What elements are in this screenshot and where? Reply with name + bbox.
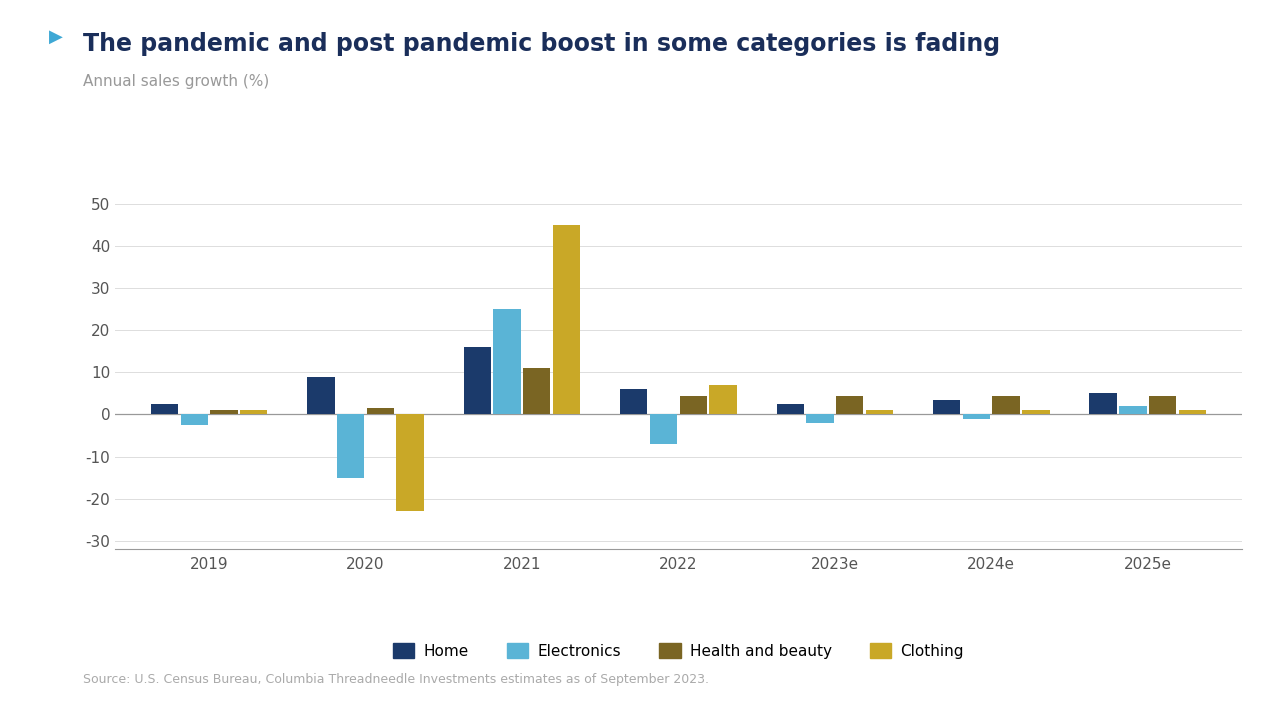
Bar bbox=[493, 309, 521, 415]
Text: ▶: ▶ bbox=[49, 28, 63, 46]
Bar bbox=[865, 410, 893, 415]
Bar bbox=[836, 396, 864, 415]
Bar bbox=[963, 415, 991, 419]
Bar bbox=[933, 400, 960, 415]
Text: The pandemic and post pandemic boost in some categories is fading: The pandemic and post pandemic boost in … bbox=[83, 32, 1001, 56]
Bar bbox=[553, 225, 580, 415]
Bar bbox=[210, 410, 238, 415]
Bar bbox=[397, 415, 424, 511]
Bar bbox=[650, 415, 677, 444]
Bar bbox=[1179, 410, 1206, 415]
Bar bbox=[680, 396, 707, 415]
Bar bbox=[709, 385, 737, 415]
Bar bbox=[620, 389, 648, 415]
Bar bbox=[992, 396, 1020, 415]
Bar bbox=[1149, 396, 1176, 415]
Bar bbox=[337, 415, 365, 477]
Text: Source: U.S. Census Bureau, Columbia Threadneedle Investments estimates as of Se: Source: U.S. Census Bureau, Columbia Thr… bbox=[83, 674, 709, 686]
Bar bbox=[777, 404, 804, 415]
Bar bbox=[1119, 406, 1147, 415]
Text: Annual sales growth (%): Annual sales growth (%) bbox=[83, 74, 270, 89]
Bar bbox=[239, 410, 268, 415]
Bar bbox=[524, 368, 550, 415]
Bar bbox=[1089, 394, 1117, 415]
Bar bbox=[463, 347, 492, 415]
Bar bbox=[806, 415, 833, 423]
Legend: Home, Electronics, Health and beauty, Clothing: Home, Electronics, Health and beauty, Cl… bbox=[387, 637, 970, 665]
Bar bbox=[180, 415, 207, 425]
Bar bbox=[366, 408, 394, 415]
Bar bbox=[151, 404, 178, 415]
Bar bbox=[1023, 410, 1050, 415]
Bar bbox=[307, 377, 334, 415]
